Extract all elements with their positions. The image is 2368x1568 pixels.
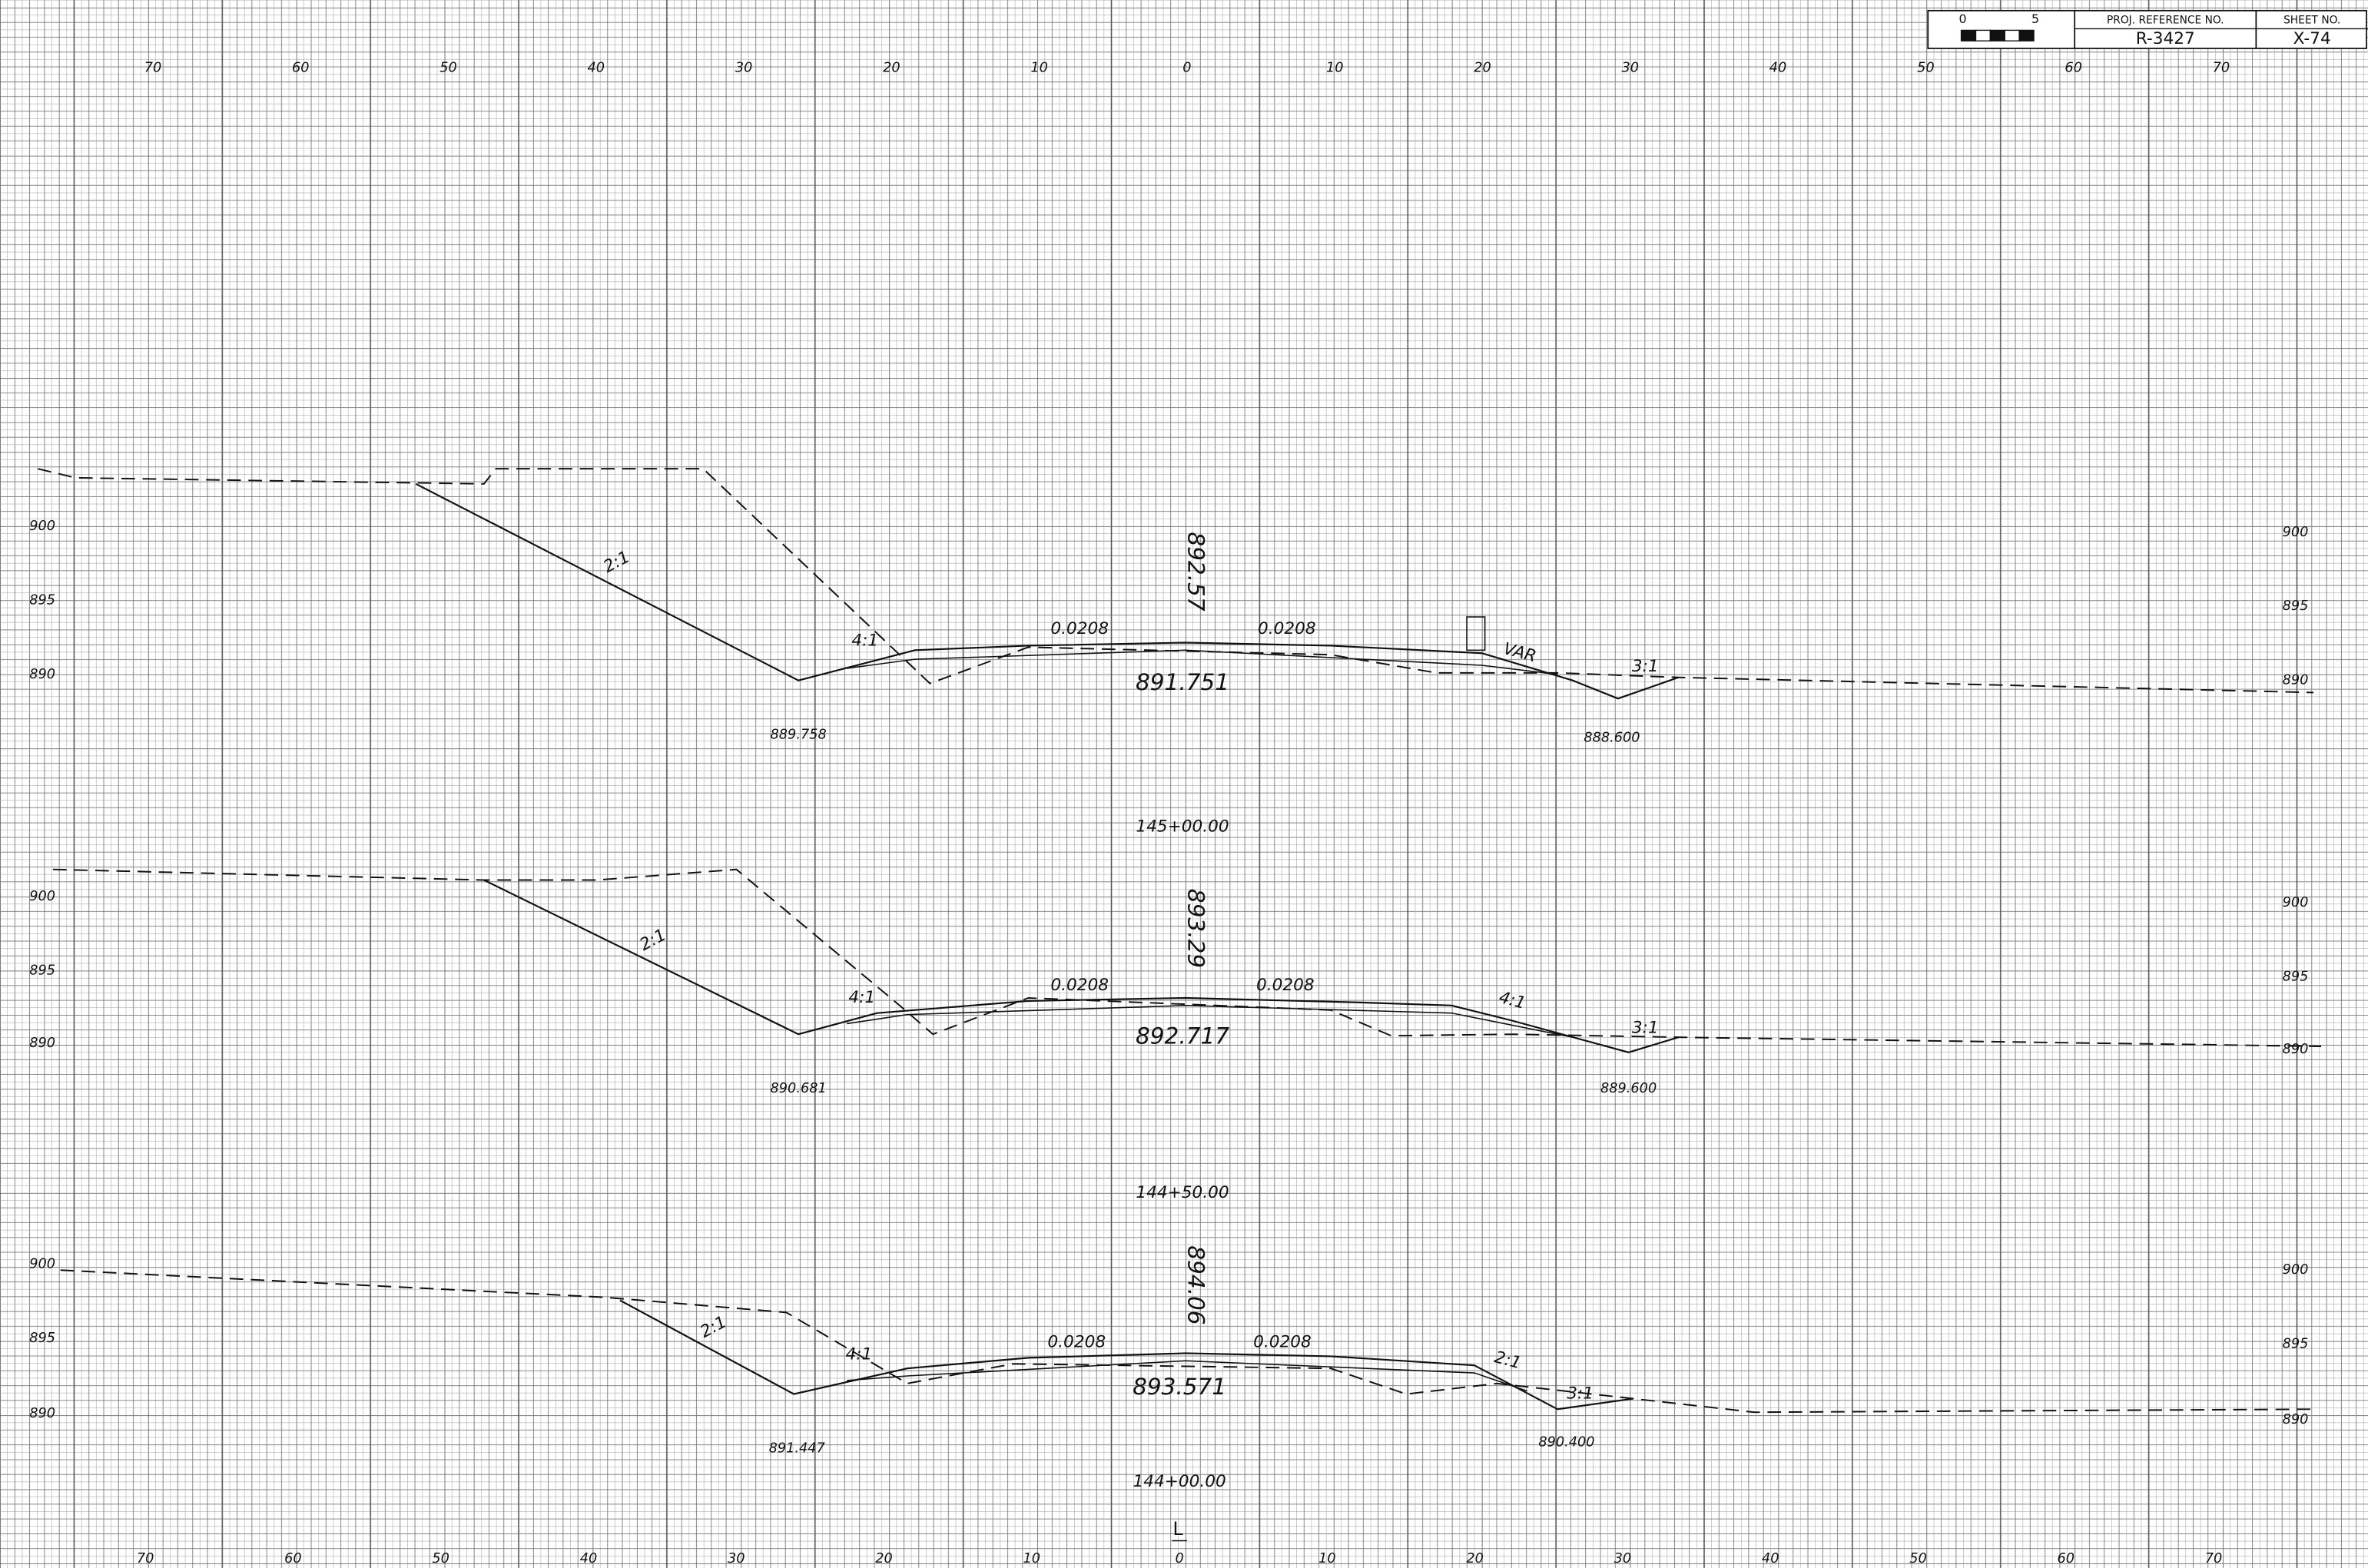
bottom-axis-label: 20 bbox=[875, 1551, 893, 1566]
ditch-elevation: 888.600 bbox=[1584, 730, 1640, 745]
elevation-label: 890 bbox=[2283, 1042, 2309, 1057]
top-axis-label: 40 bbox=[588, 61, 605, 76]
bottom-axis-label: 0 bbox=[1175, 1551, 1183, 1566]
elevation-label: 895 bbox=[2283, 598, 2309, 614]
elevation-label: 900 bbox=[29, 1256, 55, 1271]
existing-ground bbox=[60, 1269, 2314, 1414]
slope-label: 0.0208 bbox=[1256, 976, 1315, 995]
bottom-axis-label: 60 bbox=[2058, 1551, 2075, 1566]
slope-label: 0.0208 bbox=[1050, 976, 1109, 995]
bottom-axis-label: 20 bbox=[1466, 1551, 1484, 1566]
top-axis-label: 50 bbox=[1917, 61, 1935, 76]
slope-label: 0.0208 bbox=[1047, 1333, 1106, 1352]
top-axis-label: 30 bbox=[735, 61, 753, 76]
pavement-layer bbox=[847, 1360, 1528, 1392]
elevation-label: 900 bbox=[29, 519, 55, 534]
proposed-section bbox=[415, 482, 1679, 700]
slope-label: 3:1 bbox=[1567, 1384, 1594, 1404]
bottom-axis-label: 40 bbox=[1762, 1551, 1779, 1566]
ditch-elevation: 889.758 bbox=[771, 728, 827, 743]
top-axis-label: 10 bbox=[1326, 61, 1344, 76]
scale-bar bbox=[1960, 29, 1977, 41]
bottom-axis-label: 40 bbox=[580, 1551, 598, 1566]
proj-ref-label: PROJ. REFERENCE NO. bbox=[2107, 15, 2224, 27]
proj-ref: R-3427 bbox=[2136, 29, 2195, 48]
bottom-axis-label: 50 bbox=[1909, 1551, 1927, 1566]
elevation-label: 895 bbox=[2283, 969, 2309, 984]
top-axis-label: 60 bbox=[292, 61, 310, 76]
top-axis-label: 40 bbox=[1769, 61, 1787, 76]
scale-bar bbox=[1975, 29, 1992, 41]
slope-label: 0.0208 bbox=[1258, 619, 1316, 638]
pavement-layer bbox=[847, 1005, 1573, 1038]
ditch-elevation: 889.600 bbox=[1600, 1081, 1657, 1096]
top-axis-label: 60 bbox=[2065, 61, 2082, 76]
centerline-label: L bbox=[1173, 1518, 1184, 1540]
elevation-label: 890 bbox=[29, 667, 55, 682]
slope-label: 3:1 bbox=[1632, 1018, 1659, 1037]
bottom-axis-label: 30 bbox=[728, 1551, 745, 1566]
scale-label: 5 bbox=[2031, 12, 2039, 26]
station-label: 144+50.00 bbox=[1136, 1183, 1229, 1202]
scale-label: 0 bbox=[1959, 12, 1967, 26]
grade-elevation: 891.751 bbox=[1136, 669, 1229, 695]
top-axis-label: 20 bbox=[1474, 61, 1491, 76]
scale-bar bbox=[2018, 29, 2035, 41]
elevation-label: 900 bbox=[29, 889, 55, 904]
top-axis-label: 30 bbox=[1622, 61, 1640, 76]
elevation-label: 895 bbox=[29, 592, 55, 608]
slope-label: 0.0208 bbox=[1253, 1333, 1312, 1352]
grade-elevation: 893.571 bbox=[1133, 1374, 1226, 1400]
existing-elevation: 893.29 bbox=[1182, 889, 1209, 968]
elevation-label: 890 bbox=[2283, 673, 2309, 688]
elevation-label: 900 bbox=[2283, 525, 2309, 540]
bottom-axis-label: 30 bbox=[1614, 1551, 1632, 1566]
proposed-section bbox=[619, 1299, 1633, 1411]
top-axis-label: 10 bbox=[1030, 61, 1048, 76]
bottom-axis-label: 60 bbox=[284, 1551, 302, 1566]
grade-elevation: 892.717 bbox=[1136, 1023, 1229, 1049]
existing-elevation: 892.57 bbox=[1182, 532, 1209, 611]
station-label: 144+00.00 bbox=[1133, 1472, 1225, 1491]
bottom-axis-label: 70 bbox=[137, 1551, 154, 1566]
elevation-label: 900 bbox=[2283, 895, 2309, 910]
scale-bar bbox=[1989, 29, 2005, 41]
elevation-label: 895 bbox=[2283, 1337, 2309, 1352]
bottom-axis-label: 50 bbox=[432, 1551, 449, 1566]
sheet-number: X-74 bbox=[2293, 29, 2331, 48]
slope-label: 4:1 bbox=[845, 1344, 872, 1364]
station-label: 145+00.00 bbox=[1136, 817, 1229, 837]
ditch-elevation: 890.400 bbox=[1538, 1435, 1594, 1450]
top-axis-label: 70 bbox=[144, 61, 162, 76]
var-marker bbox=[1466, 616, 1486, 651]
scale-bar bbox=[2004, 29, 2020, 41]
slope-label: 4:1 bbox=[848, 988, 875, 1007]
elevation-label: 890 bbox=[29, 1406, 55, 1421]
top-axis-label: 0 bbox=[1182, 61, 1191, 76]
bottom-axis-label: 70 bbox=[2205, 1551, 2223, 1566]
elevation-label: 895 bbox=[29, 1331, 55, 1346]
ditch-elevation: 891.447 bbox=[769, 1440, 826, 1456]
existing-elevation: 894.06 bbox=[1182, 1245, 1209, 1324]
bottom-axis-label: 10 bbox=[1318, 1551, 1336, 1566]
bottom-axis-label: 10 bbox=[1023, 1551, 1041, 1566]
pavement-layer bbox=[847, 649, 1558, 675]
existing-ground bbox=[37, 468, 2314, 694]
elevation-label: 900 bbox=[2283, 1262, 2309, 1278]
top-axis-label: 70 bbox=[2213, 61, 2230, 76]
top-axis-label: 20 bbox=[883, 61, 900, 76]
elevation-label: 890 bbox=[2283, 1412, 2309, 1427]
title-block bbox=[1927, 9, 2367, 49]
slope-label: 4:1 bbox=[851, 632, 878, 651]
elevation-label: 890 bbox=[29, 1036, 55, 1051]
elevation-label: 895 bbox=[29, 963, 55, 979]
top-axis-label: 50 bbox=[439, 61, 457, 76]
sheet-label: SHEET NO. bbox=[2283, 15, 2340, 27]
ditch-elevation: 890.681 bbox=[771, 1081, 827, 1096]
slope-label: 0.0208 bbox=[1050, 619, 1109, 638]
slope-label: 3:1 bbox=[1632, 657, 1659, 676]
